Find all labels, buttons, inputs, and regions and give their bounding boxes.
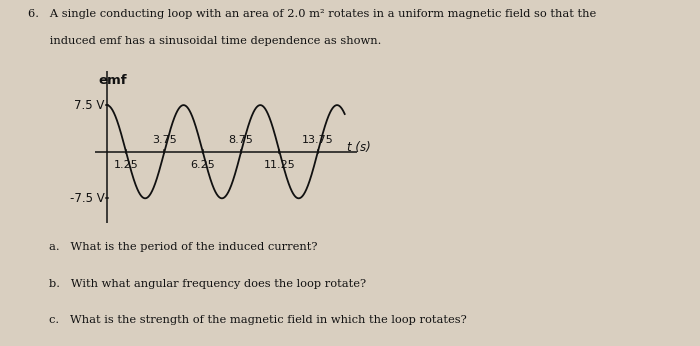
Text: 6.25: 6.25	[190, 160, 215, 170]
Text: a.   What is the period of the induced current?: a. What is the period of the induced cur…	[49, 242, 318, 252]
Text: 13.75: 13.75	[302, 135, 334, 145]
Text: 6.   A single conducting loop with an area of 2.0 m² rotates in a uniform magnet: 6. A single conducting loop with an area…	[28, 9, 596, 19]
Text: t (s): t (s)	[347, 141, 371, 154]
Text: -7.5 V: -7.5 V	[70, 192, 104, 205]
Text: induced emf has a sinusoidal time dependence as shown.: induced emf has a sinusoidal time depend…	[28, 36, 382, 46]
Text: 7.5 V: 7.5 V	[74, 99, 104, 112]
Text: 8.75: 8.75	[229, 135, 253, 145]
Text: b.   With what angular frequency does the loop rotate?: b. With what angular frequency does the …	[49, 279, 366, 289]
Text: emf: emf	[98, 74, 127, 87]
Text: 1.25: 1.25	[113, 160, 139, 170]
Text: 3.75: 3.75	[152, 135, 176, 145]
Text: c.   What is the strength of the magnetic field in which the loop rotates?: c. What is the strength of the magnetic …	[49, 315, 467, 325]
Text: 11.25: 11.25	[264, 160, 295, 170]
